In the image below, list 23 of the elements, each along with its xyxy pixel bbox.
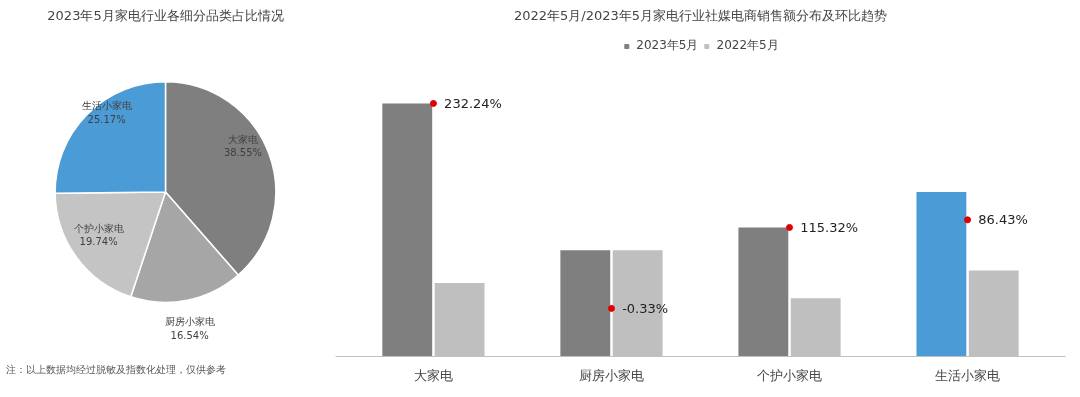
chart-title: 2023年5月家电行业各细分品类占比情况 (47, 7, 284, 23)
data-label: 25.17% (87, 113, 126, 125)
slice-label: 厨房小家电 (164, 316, 215, 328)
x-tick-label: 生活小家电 (935, 367, 1001, 383)
data-label: 16.54% (170, 329, 209, 341)
x-tick-label: 大家电 (413, 367, 453, 383)
x-tick-label: 个护小家电 (757, 367, 823, 383)
x-tick-label: 厨房小家电 (578, 367, 644, 383)
annotation: -0.33% (622, 300, 669, 316)
annotation: 232.24% (444, 95, 502, 111)
legend-label: 2022年5月 (716, 37, 779, 54)
data-label: 38.55% (223, 147, 263, 159)
annotation: 86.43% (978, 212, 1028, 228)
text: 注：以上数据均经过脱敏及指数化处理，仅供参考 (5, 363, 226, 375)
bar (738, 227, 789, 357)
chart-title: 2022年5月/2023年5月家电行业社媒电商销售额分布及环比趋势 (513, 7, 888, 23)
bar (916, 192, 967, 357)
bar (382, 103, 433, 357)
slice-label: 个护小家电 (73, 223, 124, 235)
annotation: 115.32% (800, 219, 859, 235)
data-label: 19.74% (79, 236, 118, 248)
legend-label: 2023年5月 (636, 37, 699, 54)
bar (560, 250, 611, 357)
